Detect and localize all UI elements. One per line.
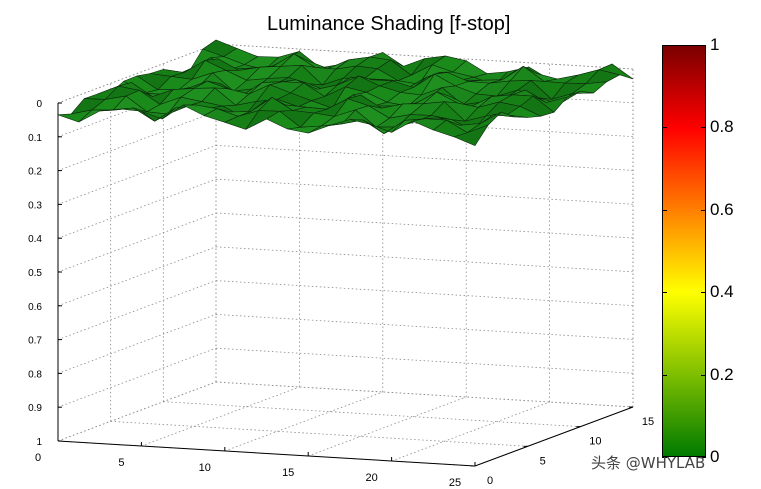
grid-line-left-wall <box>57 178 217 239</box>
colorbar-tick-mark <box>662 292 667 294</box>
z-tick-label: 0.2 <box>28 167 42 178</box>
x-axis-line <box>57 440 476 467</box>
grid-line-left-wall <box>57 280 217 340</box>
colorbar-tick-mark <box>701 45 706 46</box>
z-tick-label: 0.5 <box>28 268 42 279</box>
grid-line-left-wall <box>57 347 217 408</box>
x-tick-label: 15 <box>282 467 294 479</box>
colorbar-tick-label: 0.8 <box>710 117 734 137</box>
surface-facet <box>453 124 489 146</box>
watermark-text: 头条 @WHYLAB <box>591 454 706 472</box>
colorbar-tick-label: 1 <box>710 35 720 54</box>
z-tick-label: 0 <box>36 99 42 110</box>
x-tick-label: 5 <box>118 457 124 469</box>
z-tick-label: 0.1 <box>28 133 42 144</box>
colorbar-tick-label: 0.2 <box>710 364 734 384</box>
grid-line-floor-x <box>308 396 467 457</box>
grid-line-floor-x <box>141 386 300 447</box>
grid-line-floor-x <box>57 381 217 442</box>
x-tick-label: 25 <box>449 477 461 489</box>
chart-title-text: Luminance Shading [f-stop] <box>267 13 511 35</box>
y-tick-label: 0 <box>487 475 493 487</box>
y-tick-label: 5 <box>540 455 546 467</box>
grid-line-floor-x <box>224 391 383 452</box>
y-axis-line <box>474 406 634 467</box>
colorbar-tick-mark <box>701 209 706 211</box>
z-tick-label: 0.6 <box>28 302 42 313</box>
surface-mesh <box>57 39 634 146</box>
x-tick-label: 10 <box>199 462 211 474</box>
grid-line-left-wall <box>57 212 217 273</box>
colorbar-tick-mark <box>662 45 667 46</box>
grid-line-floor-x <box>391 401 550 462</box>
colorbar-tick-mark <box>701 374 706 376</box>
x-tick-label: 20 <box>365 472 377 484</box>
grid-line-back-wall <box>215 314 634 340</box>
z-tick-label: 0.3 <box>28 200 42 211</box>
grid-line-left-wall <box>57 111 217 171</box>
colorbar-tick-mark <box>662 374 667 376</box>
y-tick-label: 15 <box>642 416 654 428</box>
colorbar-tick-mark <box>662 209 667 211</box>
z-tick-label: 0.4 <box>28 234 42 245</box>
grid-line-back-wall <box>215 212 634 239</box>
z-tick-label: 0.8 <box>28 369 42 380</box>
z-tick-label: 1 <box>36 437 42 448</box>
colorbar-tick-label: 0.4 <box>710 282 734 302</box>
colorbar <box>662 45 706 457</box>
grid-line-floor-y <box>215 381 634 408</box>
z-tick-label: 0.7 <box>28 336 42 347</box>
colorbar-tick-mark <box>701 292 706 294</box>
grid-line-left-wall <box>57 246 217 307</box>
grid-line-floor-y <box>163 401 581 428</box>
colorbar-tick-label: 0 <box>710 447 720 466</box>
grid-line-back-wall <box>215 178 634 205</box>
grid-line-back-wall <box>215 280 634 306</box>
x-tick-label: 0 <box>35 452 41 464</box>
colorbar-tick-mark <box>701 127 706 129</box>
grid-line-left-wall <box>57 314 217 374</box>
colorbar-tick-mark <box>701 457 706 458</box>
axis-lines <box>57 102 634 467</box>
colorbar-tick-label: 0.6 <box>710 199 734 219</box>
grid-line-back-wall <box>215 145 634 171</box>
grid-line-back-wall <box>215 347 634 374</box>
grid-line-floor-y <box>110 420 528 447</box>
colorbar-tick-mark <box>662 457 667 458</box>
tick-labels: 00.10.20.30.40.50.60.70.80.910 5 10 15 20 25 0… <box>28 99 654 489</box>
grid-line-back-wall <box>215 246 634 273</box>
z-tick-label: 0.9 <box>28 403 42 414</box>
colorbar-tick-mark <box>662 127 667 129</box>
box-edge <box>215 43 634 70</box>
box-edge <box>57 43 217 104</box>
y-tick-label: 10 <box>589 436 601 448</box>
grid-line-left-wall <box>57 145 217 205</box>
